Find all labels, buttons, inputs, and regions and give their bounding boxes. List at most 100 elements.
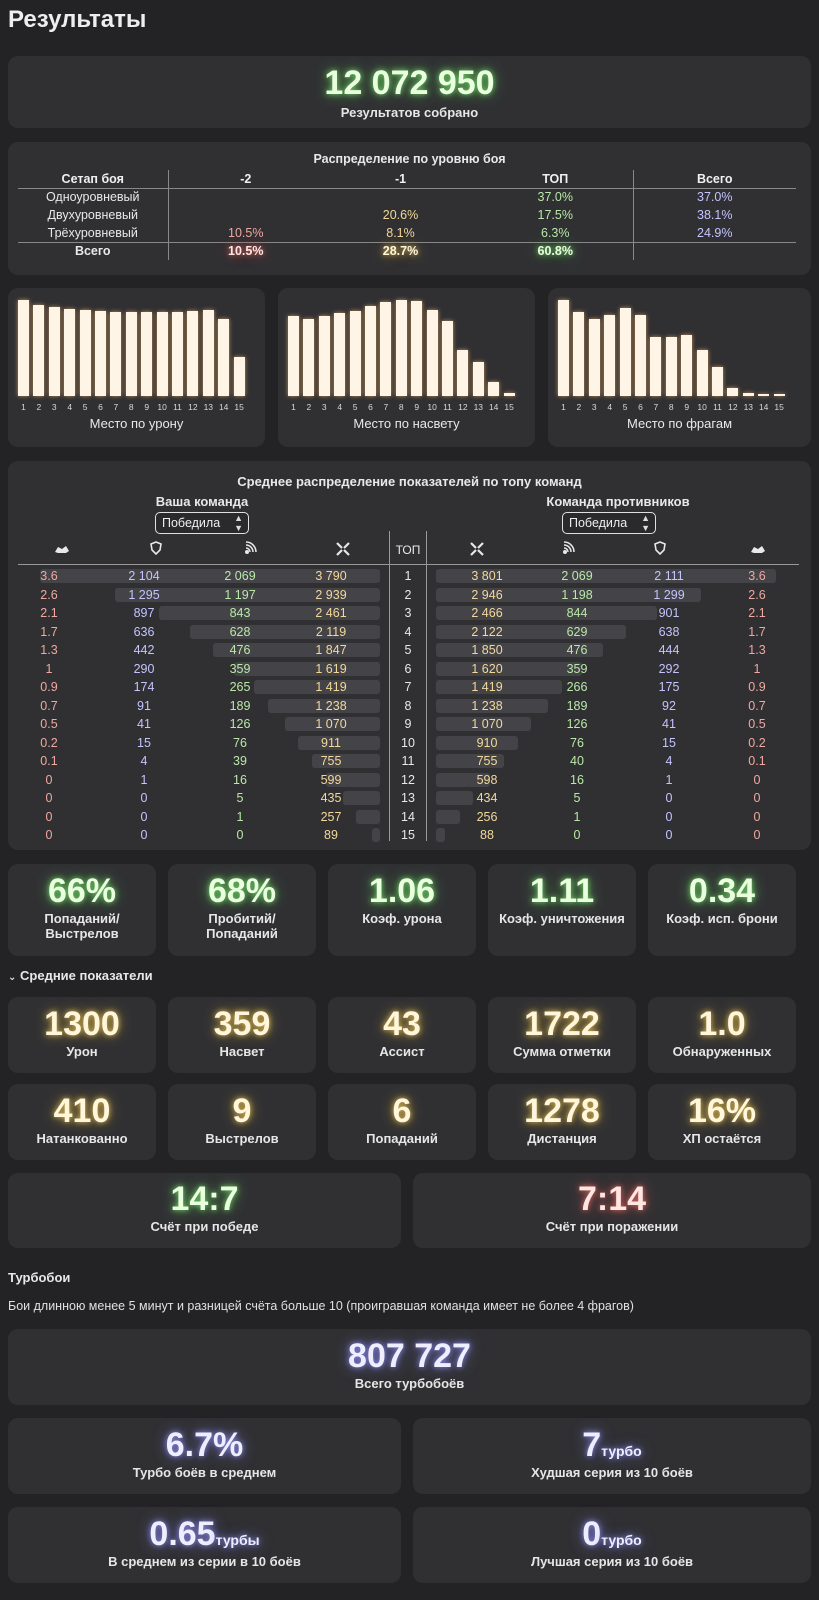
stat-card: 1.06 Коэф. урона	[328, 864, 476, 956]
x-tick-label: 8	[668, 402, 674, 412]
turbo-worst-suffix: турбо	[601, 1443, 642, 1459]
enemy-row-bar	[436, 772, 491, 787]
x-tick-label: 10	[427, 402, 437, 412]
stat-label: ХП остаётся	[682, 1131, 762, 1146]
own-team-select-value: Победила	[162, 516, 221, 530]
x-tick-label: 13	[203, 402, 214, 412]
table-row: 1.3 442 476 1 847 5 1 850 476 444 1.3	[8, 641, 811, 659]
bar-mark	[573, 311, 585, 396]
enemy-team-select-value: Победила	[569, 516, 628, 530]
enemy-cell: 2 122	[471, 624, 503, 639]
x-tick-label: 1	[561, 402, 566, 412]
own-cell: 0	[140, 809, 148, 824]
own-cell: 442	[133, 643, 155, 657]
own-cell: 41	[137, 717, 151, 731]
own-cell: 3.6	[40, 569, 58, 583]
bar-mark	[681, 334, 693, 396]
own-row-bar	[371, 828, 380, 842]
x-tick-label: 12	[728, 402, 738, 412]
x-tick-label: 2	[36, 402, 42, 412]
x-tick-label: 14	[218, 402, 229, 412]
stat-value: 9	[232, 1092, 252, 1130]
stat-value: 1.11	[529, 872, 595, 910]
table-row: 0 0 0 89 15 88 0 0 0	[8, 826, 811, 844]
bar-mark	[758, 394, 770, 396]
bar-mark	[110, 311, 122, 396]
stat-value: 1.0	[698, 1005, 746, 1043]
own-cell: 843	[229, 606, 251, 620]
bar-mark	[426, 309, 438, 396]
own-team-result-select[interactable]: Победила ▲ ▼	[155, 512, 249, 534]
distribution-caption: Распределение по уровню боя	[313, 152, 506, 166]
own-cell: 1 238	[315, 698, 347, 713]
row-name: Трёхуровневый	[47, 225, 138, 240]
turbo-best-card: 0турбо Лучшая серия из 10 боёв	[413, 1507, 811, 1583]
x-tick-label: 9	[414, 402, 420, 412]
own-cell: 1	[45, 661, 53, 676]
place-cell: 8	[404, 698, 412, 713]
enemy-team-result-select[interactable]: Победила ▲ ▼	[562, 512, 656, 534]
place-cell: 14	[401, 809, 415, 824]
own-cell: 1 619	[315, 661, 347, 676]
stat-card: 1300 Урон	[8, 997, 156, 1073]
stat-label: Коэф. урона	[362, 911, 442, 926]
own-cell: 1 295	[128, 587, 160, 602]
cell-top: 17.5%	[537, 208, 573, 222]
enemy-cell: 844	[566, 606, 588, 620]
bar-mark	[141, 312, 153, 396]
stat-value: 1.06	[368, 872, 436, 910]
win-score-card: 14:7 Счёт при победе	[8, 1173, 401, 1248]
own-cell: 174	[133, 680, 155, 694]
averages-toggle[interactable]: ⌄ Средние показатели	[8, 968, 153, 983]
table-row: Одноуровневый 37.0% 37.0%	[18, 188, 796, 206]
place-cell: 3	[404, 606, 412, 620]
place-cell: 7	[404, 680, 412, 694]
x-tick-label: 6	[368, 402, 373, 412]
enemy-cell: 1 419	[471, 680, 503, 694]
enemy-cell: 92	[662, 698, 676, 713]
turbo-best-label: Лучшая серия из 10 боёв	[530, 1554, 694, 1569]
table-footer-row: Всего 10.5% 28.7% 60.8%	[18, 241, 796, 260]
stat-value: 1722	[524, 1005, 600, 1043]
own-row-bar	[189, 624, 380, 639]
cell-m1: 20.6%	[382, 208, 419, 222]
own-cell: 2.6	[40, 587, 58, 602]
bar-mark	[48, 306, 60, 396]
turbo-avg-label: Турбо боёв в среднем	[132, 1465, 277, 1480]
enemy-cell: 175	[658, 680, 680, 694]
x-tick-label: 9	[144, 402, 150, 412]
footer-m2: 10.5%	[228, 244, 264, 259]
stat-label: Попаданий/ Выстрелов	[44, 911, 120, 941]
place-cell: 13	[401, 791, 415, 805]
enemy-row-bar	[436, 809, 460, 824]
stat-card: 9 Выстрелов	[168, 1084, 316, 1160]
enemy-cell: 476	[566, 643, 588, 657]
x-tick-label: 12	[188, 402, 198, 412]
enemy-cell: 2 111	[654, 569, 684, 583]
stat-label: Натанкованно	[36, 1131, 128, 1146]
lose-score-value: 7:14	[577, 1180, 647, 1218]
stat-value: 1278	[524, 1092, 600, 1130]
enemy-cell: 0.7	[748, 698, 766, 713]
table-row: Двухуровневый 20.6% 17.5% 38.1%	[18, 206, 796, 224]
bar-mark	[619, 307, 631, 396]
cell-total: 37.0%	[632, 188, 796, 206]
own-cell: 359	[229, 661, 251, 676]
table-row: 0.9 174 265 1 419 7 1 419 266 175 0.9	[8, 678, 811, 696]
own-cell: 290	[133, 661, 155, 676]
table-row: 1 290 359 1 619 6 1 620 359 292 1	[8, 660, 811, 678]
enemy-cell: 629	[566, 624, 588, 639]
enemy-cell: 910	[476, 735, 498, 750]
x-tick-label: 4	[67, 402, 73, 412]
total-results-card: 12 072 950 Результатов собрано	[8, 56, 811, 128]
frags-place-chart: 1 2 3 4 5 6 7 8 9 10 11 12 13 14 15 Место по фрагам	[548, 288, 811, 447]
enemy-cell: 0.1	[748, 754, 766, 768]
own-cell: 15	[137, 735, 151, 750]
x-tick-label: 6	[98, 402, 103, 412]
bar-mark	[604, 315, 616, 396]
bar-mark	[334, 313, 346, 396]
page-title: Результаты	[8, 6, 147, 33]
stat-value: 410	[53, 1092, 111, 1130]
own-cell: 1 419	[315, 680, 347, 694]
select-arrows-icon: ▲ ▼	[641, 513, 650, 533]
